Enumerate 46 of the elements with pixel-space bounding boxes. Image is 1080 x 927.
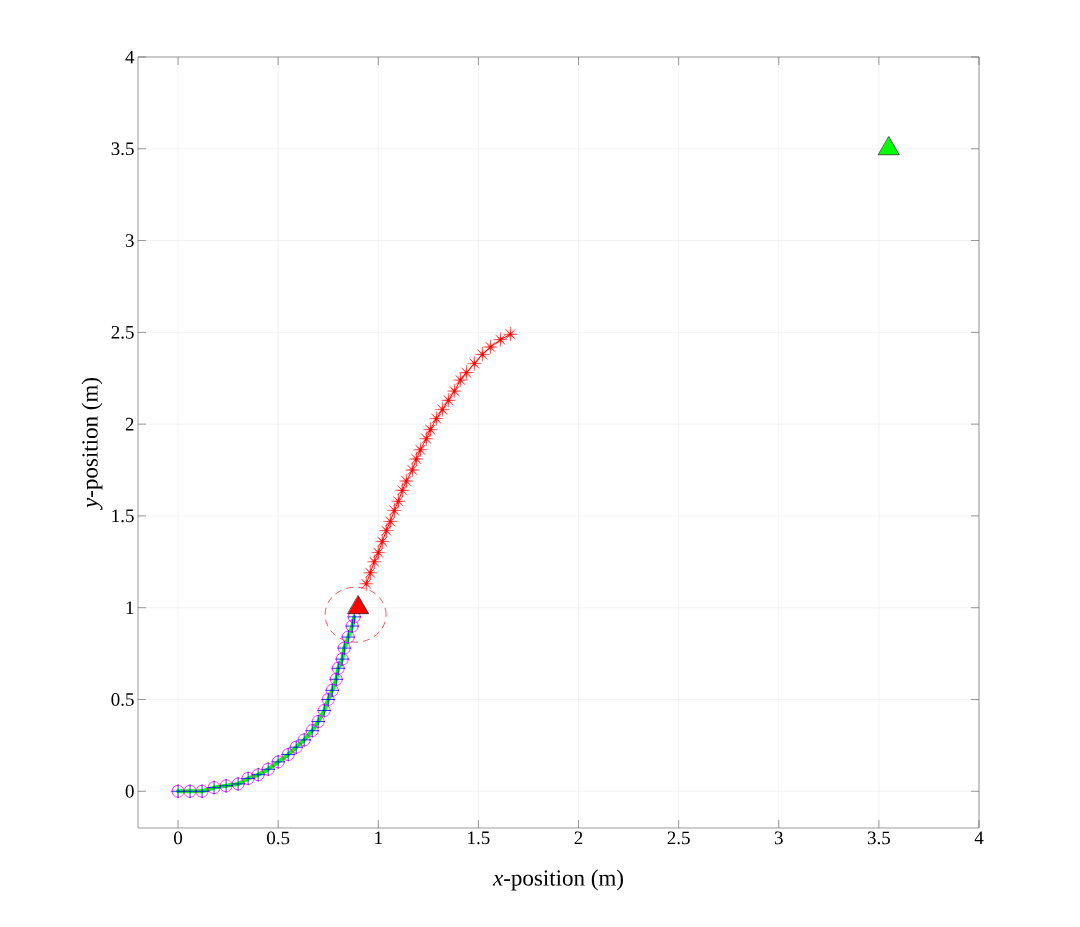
- y-tick-label: 2: [125, 417, 134, 431]
- point: [483, 339, 498, 355]
- point: [371, 545, 386, 560]
- point: [441, 393, 456, 408]
- y-tick-label: 0: [125, 784, 134, 798]
- point: [383, 514, 398, 529]
- y-tick-label: 4: [125, 50, 135, 64]
- point: [503, 327, 518, 342]
- y-tick-label: 2.5: [111, 325, 134, 339]
- x-axis-title: x-position (m): [492, 869, 623, 891]
- x-tick-label: 2.5: [667, 831, 690, 845]
- x-tick-label: 1: [375, 831, 382, 845]
- x-tick-label: 1.5: [468, 831, 490, 845]
- point: [363, 565, 378, 580]
- point: [359, 576, 374, 591]
- y-tick-label: 1: [126, 601, 134, 614]
- point: [419, 431, 434, 446]
- point: [375, 534, 390, 549]
- point: [399, 473, 414, 489]
- point: [435, 402, 450, 417]
- point: [367, 554, 382, 569]
- x-tick-label: 3.5: [867, 831, 891, 845]
- point: [459, 365, 474, 380]
- point: [405, 462, 420, 478]
- point: [429, 411, 444, 426]
- point: [379, 523, 394, 538]
- x-tick-label: 4: [974, 831, 984, 845]
- point: [423, 422, 438, 437]
- x-tick-label: 0: [174, 831, 183, 845]
- point: [447, 383, 462, 399]
- point: [413, 442, 428, 457]
- y-axis-title: y-position (m): [81, 378, 103, 510]
- x-tick-label: 2: [574, 831, 583, 845]
- point: [387, 503, 402, 518]
- point: [493, 332, 508, 347]
- x-tick-label: 3: [774, 831, 783, 845]
- point: [467, 356, 482, 371]
- y-tick-label: 3: [125, 234, 134, 247]
- point: [409, 451, 424, 467]
- point: [391, 494, 406, 509]
- point: [475, 347, 490, 362]
- y-tick-label: 3.5: [111, 142, 134, 156]
- point: [395, 483, 410, 498]
- y-tick-label: 1.5: [112, 509, 134, 523]
- y-tick-label: 0.5: [111, 693, 134, 706]
- x-tick-label: 0.5: [267, 831, 290, 845]
